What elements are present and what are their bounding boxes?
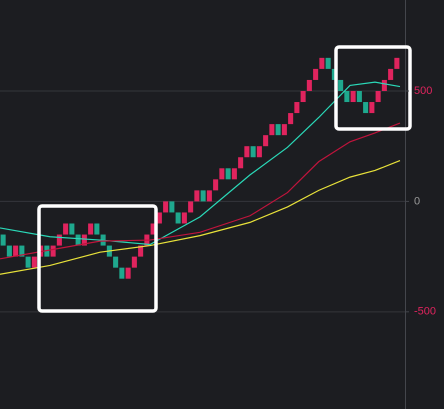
brick: [269, 124, 275, 136]
brick: [131, 256, 137, 268]
brick: [363, 102, 369, 114]
brick: [88, 223, 94, 235]
brick: [275, 124, 281, 136]
brick: [50, 245, 56, 257]
brick: [181, 212, 187, 224]
brick: [125, 267, 131, 279]
brick: [188, 201, 194, 213]
brick: [238, 157, 244, 169]
brick: [56, 234, 62, 246]
brick: [306, 79, 312, 91]
brick: [81, 234, 87, 246]
brick: [300, 90, 306, 103]
brick: [219, 168, 225, 180]
brick: [194, 190, 200, 202]
brick: [69, 223, 75, 235]
brick: [6, 245, 12, 257]
brick: [250, 146, 256, 158]
brick: [25, 256, 31, 268]
brick: [163, 201, 169, 213]
brick: [394, 57, 400, 69]
moving-average-line: [0, 159, 401, 275]
brick: [281, 124, 287, 136]
brick: [31, 256, 37, 268]
brick: [244, 146, 250, 158]
moving-average-line: [0, 81, 401, 246]
brick: [350, 90, 356, 103]
brick: [19, 245, 25, 257]
brick: [344, 90, 350, 103]
brick: [0, 234, 6, 246]
brick: [63, 223, 69, 235]
brick: [206, 190, 212, 202]
brick: [338, 79, 344, 91]
brick: [369, 102, 375, 114]
brick: [169, 201, 175, 213]
y-tick-label: -500: [414, 306, 436, 318]
brick: [381, 79, 387, 91]
brick: [150, 223, 156, 235]
brick: [356, 90, 362, 103]
brick: [294, 102, 300, 114]
brick: [256, 146, 262, 158]
brick: [313, 68, 319, 80]
brick: [388, 68, 394, 80]
brick: [288, 113, 294, 125]
brick: [138, 245, 144, 257]
y-tick-label: 500: [414, 85, 432, 97]
brick: [263, 135, 269, 147]
brick: [319, 57, 325, 69]
brick: [231, 168, 237, 180]
brick: [325, 57, 331, 69]
brick: [213, 179, 219, 191]
brick: [13, 245, 19, 257]
moving-average-line: [0, 122, 401, 260]
highlight-box: [334, 45, 412, 131]
brick: [113, 256, 119, 268]
brick: [225, 168, 231, 180]
highlight-box: [37, 204, 158, 313]
brick: [119, 267, 125, 279]
brick: [375, 90, 381, 103]
brick: [94, 223, 100, 235]
y-tick-label: 0: [414, 195, 420, 207]
brick: [75, 234, 81, 246]
brick: [200, 190, 206, 202]
brick: [156, 212, 162, 224]
plot: [0, 57, 401, 279]
brick: [175, 212, 181, 224]
